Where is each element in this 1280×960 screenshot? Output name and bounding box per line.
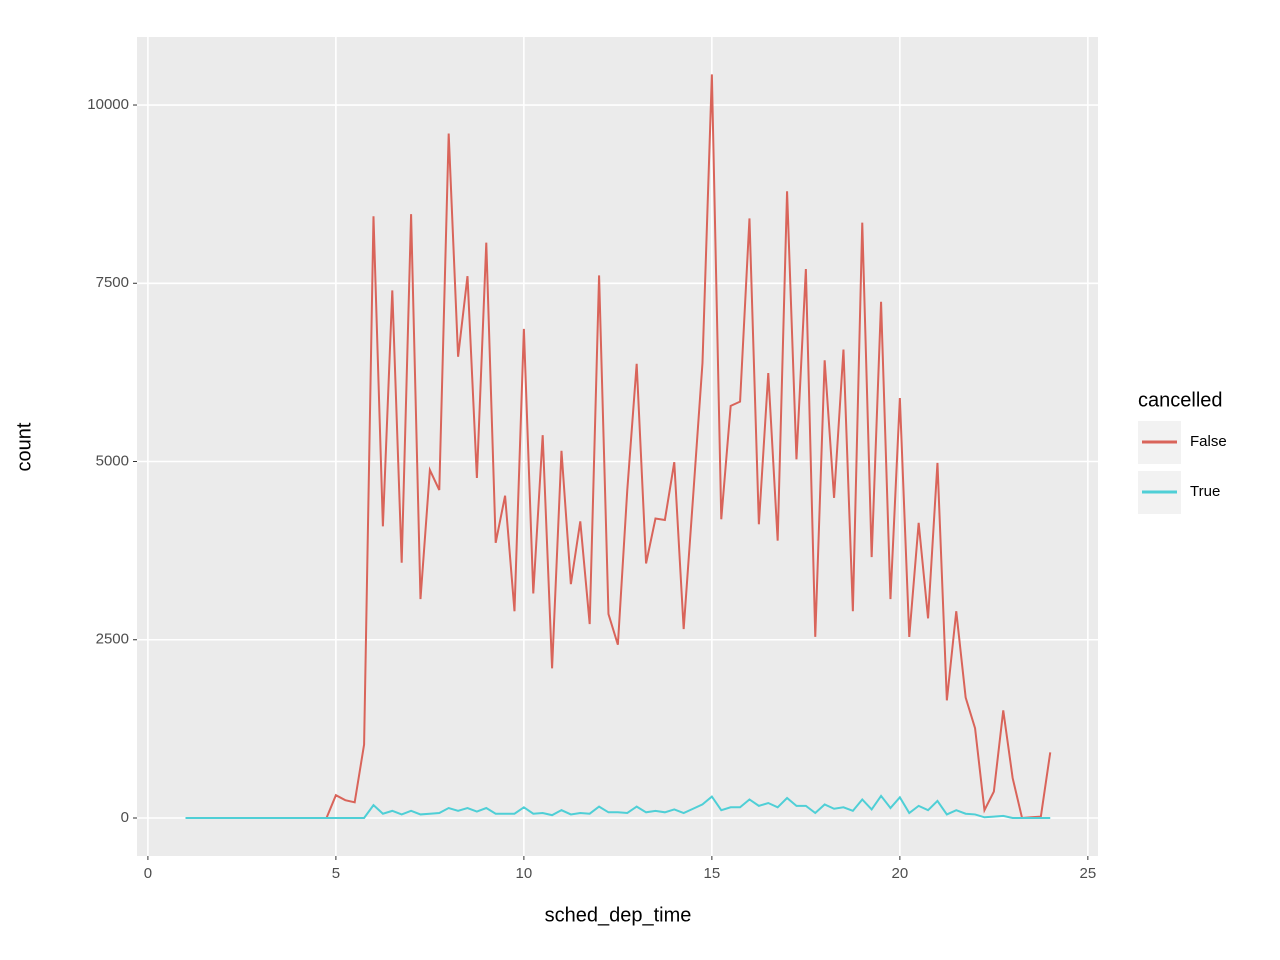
x-tick-label: 0 [144,865,152,882]
y-tick-label: 2500 [96,631,129,648]
panel [137,37,1098,856]
y-tick-label: 5000 [96,452,129,469]
x-tick-label: 10 [516,865,533,882]
legend-label: False [1190,433,1227,450]
y-tick-label: 7500 [96,274,129,291]
x-axis-title: sched_dep_time [545,904,692,926]
y-axis-title: count [13,422,35,471]
legend-title: cancelled [1138,389,1223,411]
y-tick-label: 0 [121,809,129,826]
x-tick-label: 20 [892,865,909,882]
legend-label: True [1190,483,1220,500]
x-tick-label: 15 [704,865,721,882]
x-tick-label: 25 [1080,865,1097,882]
series-line [185,74,1052,820]
y-tick-label: 10000 [87,96,129,113]
series-line [185,794,1051,819]
x-tick-label: 5 [332,865,340,882]
